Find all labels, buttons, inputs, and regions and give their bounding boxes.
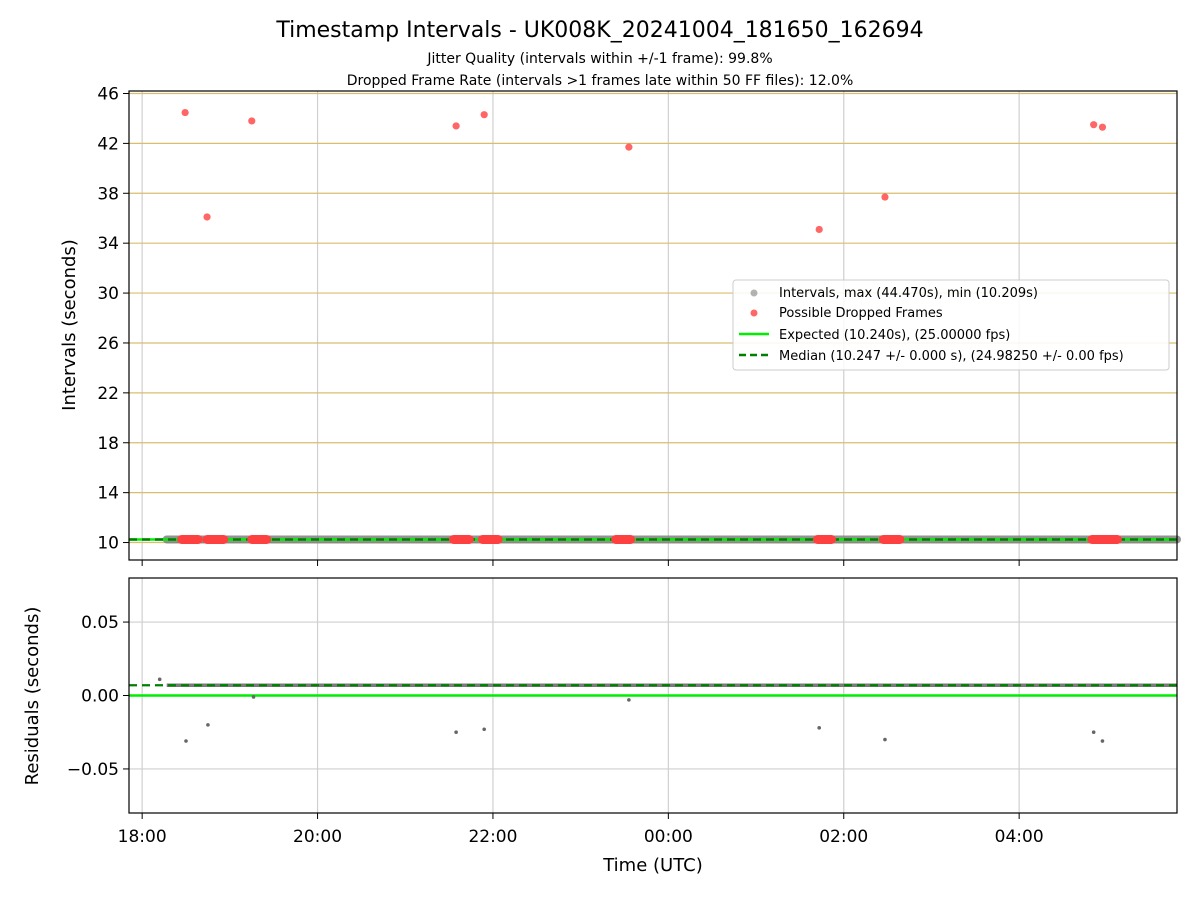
intervals-panel: 10 14 18 22 26 30 34 38 42 46 Intervals (seconds)…	[59, 84, 1181, 566]
residual-outlier-point	[184, 739, 188, 743]
residuals-panel: 18:00 20:00 22:00 00:00 02:00 04:00 −0.05 0.00 0…	[22, 577, 1178, 876]
residual-outlier-point	[157, 677, 162, 682]
residual-outlier-point	[482, 727, 486, 732]
intervals-y-tick-label: 38	[97, 184, 119, 204]
legend-intervals-marker	[750, 289, 758, 297]
dropped-frame-point	[181, 108, 189, 117]
residual-outlier-point	[206, 723, 210, 727]
residuals-y-tick-label: 0.05	[81, 613, 119, 633]
intervals-y-tick-label: 10	[97, 534, 119, 554]
x-tick-label: 04:00	[995, 827, 1044, 847]
chart-titles: Timestamp Intervals - UK008K_20241004_18…	[275, 18, 923, 89]
chart-title: Timestamp Intervals - UK008K_20241004_18…	[275, 18, 923, 43]
x-tick-label: 18:00	[118, 827, 167, 847]
residual-outlier-point	[627, 698, 631, 702]
intervals-y-axis-label: Intervals (seconds)	[59, 239, 80, 411]
chart-subtitle-jitter: Jitter Quality (intervals within +/-1 fr…	[426, 51, 772, 67]
chart-subtitle-dropped: Dropped Frame Rate (intervals >1 frames …	[347, 73, 854, 89]
dropped-frame-point	[480, 111, 488, 119]
residuals-marks	[129, 677, 1177, 743]
x-tick-label: 22:00	[468, 827, 517, 847]
intervals-axes-frame	[128, 90, 1178, 561]
dropped-frame-point	[625, 143, 633, 151]
intervals-y-tick-label: 26	[97, 334, 119, 354]
intervals-y-tick-label: 14	[97, 484, 119, 504]
dropped-frame-point	[248, 117, 256, 125]
dropped-frame-point	[203, 213, 211, 221]
x-axis-label: Time (UTC)	[602, 855, 703, 876]
intervals-y-tick-label: 22	[97, 384, 119, 404]
intervals-y-tick-label: 30	[97, 284, 119, 304]
residual-outlier-point	[883, 737, 887, 742]
residuals-y-axis-label: Residuals (seconds)	[22, 607, 43, 786]
residual-outlier-point	[251, 695, 256, 699]
intervals-y-tick-label: 42	[97, 134, 119, 154]
x-tick-label: 00:00	[644, 827, 693, 847]
legend-box	[732, 279, 1170, 371]
residuals-ticks: 18:00 20:00 22:00 00:00 02:00 04:00 −0.05 0.00 0…	[67, 613, 1044, 847]
intervals-ticks: 10 14 18 22 26 30 34 38 42 46	[97, 84, 1020, 566]
residuals-y-tick-label: −0.05	[67, 760, 119, 780]
x-tick-label: 20:00	[293, 827, 342, 847]
x-tick-label: 02:00	[819, 827, 868, 847]
dropped-frame-point	[881, 193, 889, 201]
intervals-y-tick-label: 18	[97, 434, 119, 454]
dropped-frame-point	[452, 122, 460, 130]
legend: Intervals, max (44.470s), min (10.209s) …	[732, 279, 1170, 371]
legend-dropped-marker	[750, 309, 758, 317]
residual-outlier-point	[1091, 730, 1096, 735]
intervals-marks	[129, 108, 1181, 544]
dropped-frame-point	[815, 225, 823, 234]
intervals-y-tick-label: 46	[97, 84, 119, 104]
residual-outlier-point	[454, 730, 458, 735]
legend-median-label: Median (10.247 +/- 0.000 s), (24.98250 +…	[779, 349, 1124, 364]
residual-outlier-point	[817, 726, 821, 730]
residuals-y-tick-label: 0.00	[81, 687, 119, 707]
dropped-frame-point	[1090, 121, 1098, 129]
intervals-y-tick-label: 34	[97, 234, 119, 254]
legend-intervals-label: Intervals, max (44.470s), min (10.209s)	[779, 286, 1038, 301]
dropped-frame-point	[1098, 123, 1107, 131]
residual-outlier-point	[1100, 739, 1105, 743]
legend-expected-label: Expected (10.240s), (25.00000 fps)	[779, 328, 1010, 343]
legend-dropped-label: Possible Dropped Frames	[779, 306, 943, 321]
